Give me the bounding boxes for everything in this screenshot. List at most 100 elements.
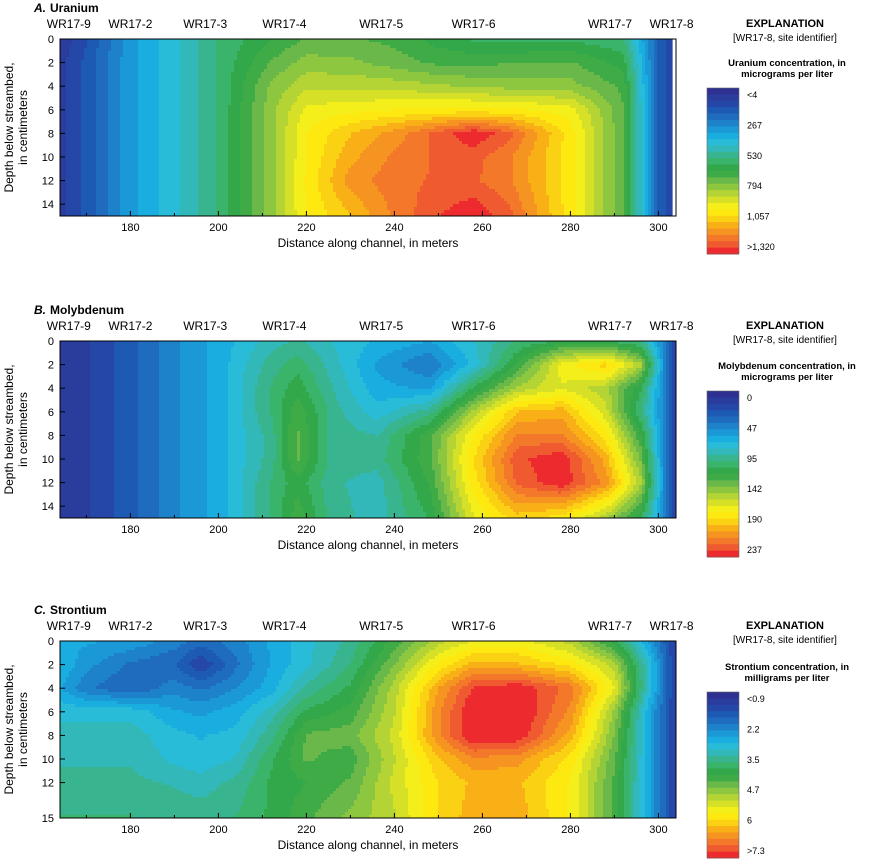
heatmap-cell — [654, 410, 658, 414]
heatmap-cell — [630, 464, 637, 468]
heatmap-cell — [180, 362, 208, 366]
heatmap-cell — [633, 102, 637, 106]
heatmap-cell — [666, 449, 670, 453]
heatmap-cell — [447, 413, 454, 417]
heatmap-cell — [651, 207, 655, 211]
heatmap-cell — [96, 213, 109, 216]
heatmap-cell — [576, 111, 589, 115]
heatmap-cell — [246, 368, 262, 372]
heatmap-cell — [495, 189, 517, 193]
heatmap-cell — [516, 413, 571, 417]
heatmap-cell — [411, 431, 427, 435]
heatmap-cell — [627, 177, 631, 181]
heatmap-cell — [252, 141, 265, 145]
heatmap-cell — [318, 452, 328, 456]
heatmap-cell — [609, 389, 619, 393]
heatmap-cell — [651, 72, 655, 76]
heatmap-cell — [627, 84, 631, 88]
heatmap-cell — [546, 147, 562, 151]
heatmap-cell — [243, 96, 256, 100]
heatmap-cell — [627, 171, 631, 175]
heatmap-cell — [522, 141, 535, 145]
heatmap-cell — [420, 440, 433, 444]
heatmap-cell — [207, 377, 229, 381]
heatmap-cell — [330, 132, 352, 136]
heatmap-cell — [438, 368, 451, 372]
heatmap-cell — [138, 144, 160, 148]
heatmap-cell — [198, 147, 217, 151]
heatmap-cell — [663, 440, 667, 444]
heatmap-cell — [228, 461, 247, 465]
heatmap-cell — [300, 120, 322, 124]
heatmap-cell — [630, 476, 637, 480]
heatmap-cell — [636, 78, 640, 82]
heatmap-cell — [633, 389, 643, 393]
heatmap-cell — [615, 488, 622, 492]
heatmap-cell — [138, 353, 160, 357]
heatmap-cell — [585, 171, 595, 175]
heatmap-cell — [264, 162, 277, 166]
heatmap-cell — [639, 419, 646, 423]
heatmap-cell — [435, 371, 445, 375]
heatmap-cell — [633, 192, 637, 196]
heatmap-cell — [207, 386, 229, 390]
heatmap-cell — [648, 192, 652, 196]
heatmap-cell — [114, 398, 139, 402]
heatmap-cell — [402, 461, 421, 465]
heatmap-cell — [546, 341, 619, 345]
heatmap-cell — [654, 458, 658, 462]
heatmap-cell — [252, 147, 265, 151]
heatmap-cell — [180, 93, 199, 97]
heatmap-cell — [294, 192, 307, 196]
heatmap-cell — [636, 45, 640, 49]
heatmap-cell — [240, 153, 253, 157]
heatmap-cell — [138, 198, 160, 202]
heatmap-cell — [66, 144, 82, 148]
heatmap-cell — [255, 494, 271, 498]
heatmap-cell — [66, 120, 82, 124]
heatmap-cell — [159, 186, 181, 190]
heatmap-cell — [321, 165, 337, 169]
heatmap-cell — [633, 425, 637, 429]
heatmap-cell — [576, 147, 586, 151]
heatmap-cell — [534, 192, 547, 196]
heatmap-cell — [669, 416, 673, 420]
heatmap-cell — [627, 467, 634, 471]
heatmap-cell — [402, 141, 430, 145]
heatmap-cell — [516, 422, 568, 426]
heatmap-cell — [66, 96, 82, 100]
heatmap-cell — [252, 126, 265, 130]
heatmap-cell — [288, 434, 298, 438]
heatmap-cell — [369, 39, 427, 43]
heatmap-cell — [288, 383, 304, 387]
heatmap-cell — [453, 455, 460, 459]
heatmap-cell — [114, 467, 139, 471]
heatmap-cell — [90, 497, 115, 501]
heatmap-cell — [198, 57, 217, 61]
heatmap-cell — [594, 135, 604, 139]
heatmap-cell — [492, 380, 505, 384]
heatmap-cell — [114, 446, 139, 450]
heatmap-cell — [81, 75, 97, 79]
heatmap-cell — [450, 410, 457, 414]
heatmap-cell — [627, 449, 631, 453]
heatmap-cell — [468, 407, 478, 411]
heatmap-cell — [630, 350, 643, 354]
heatmap-cell — [438, 422, 445, 426]
heatmap-cell — [324, 365, 343, 369]
heatmap-cell — [492, 398, 502, 402]
heatmap-cell — [480, 174, 514, 178]
heatmap-cell — [228, 183, 241, 187]
legend-tick-label: 1,057 — [747, 212, 770, 222]
heatmap-cell — [669, 347, 673, 351]
legend-swatch — [707, 228, 739, 236]
heatmap-cell — [648, 51, 655, 55]
heatmap-cell — [618, 347, 634, 351]
heatmap-cell — [180, 39, 199, 43]
heatmap-cell — [282, 413, 292, 417]
heatmap-cell — [447, 48, 613, 52]
heatmap-cell — [570, 428, 583, 432]
heatmap-cell — [450, 425, 460, 429]
heatmap-cell — [609, 449, 616, 453]
heatmap-cell — [240, 138, 253, 142]
